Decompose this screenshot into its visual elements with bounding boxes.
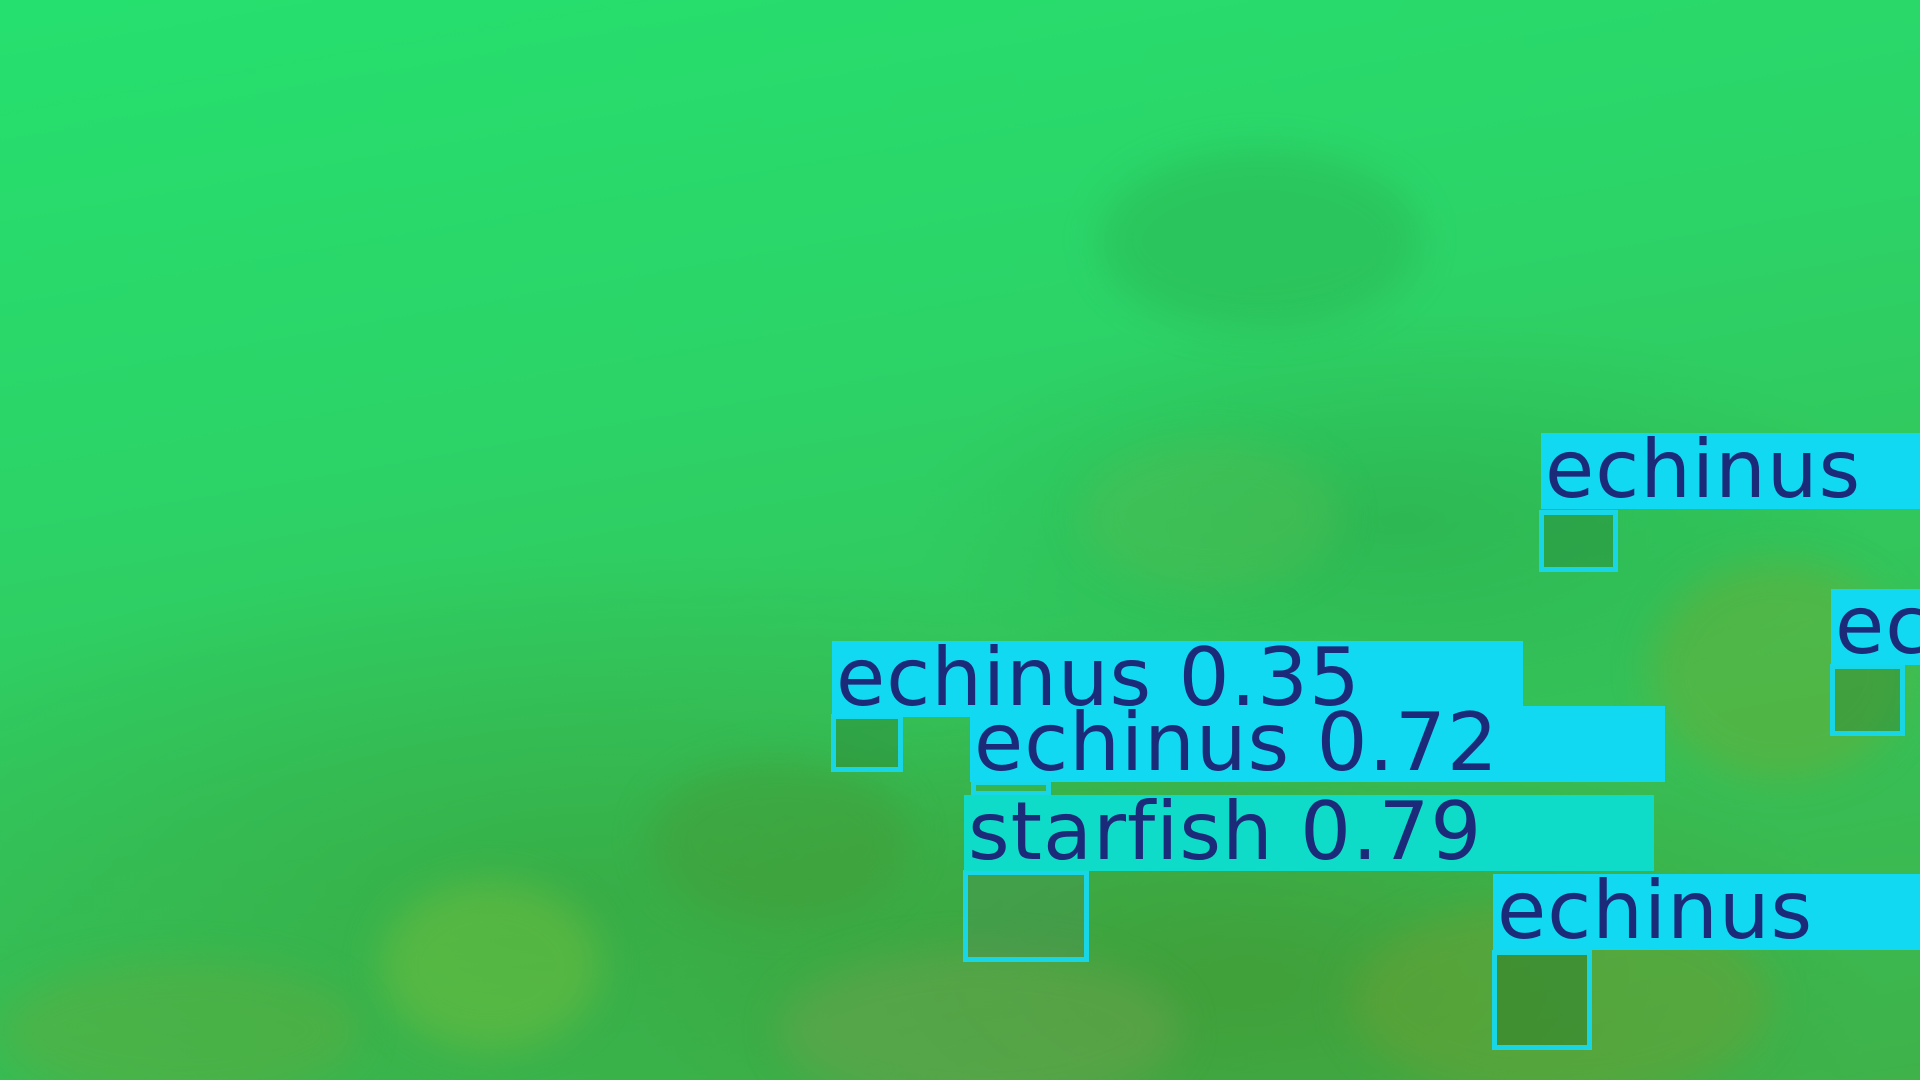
detection-box-echinus	[831, 714, 903, 772]
seabed-rock	[380, 880, 600, 1050]
detection-label: echinus	[1493, 874, 1920, 950]
seabed-rock	[650, 760, 910, 920]
detection-box-starfish	[963, 870, 1089, 962]
seabed-rock	[780, 950, 1180, 1080]
seabed-shadow	[1100, 150, 1420, 330]
detection-box-echinus	[1830, 664, 1905, 736]
seabed-rock	[1080, 440, 1340, 590]
seabed-rock	[0, 960, 360, 1080]
detection-label: echinus	[1541, 433, 1920, 509]
detection-box-echinus	[1492, 950, 1592, 1050]
detection-label: echinus 0.72	[970, 706, 1665, 782]
detection-box-echinus	[971, 780, 1051, 796]
detection-label: starfish 0.79	[964, 795, 1654, 871]
detection-label: echinus 0.35	[832, 641, 1523, 717]
detection-label: ec	[1831, 589, 1920, 665]
detection-box-echinus	[1539, 510, 1618, 572]
